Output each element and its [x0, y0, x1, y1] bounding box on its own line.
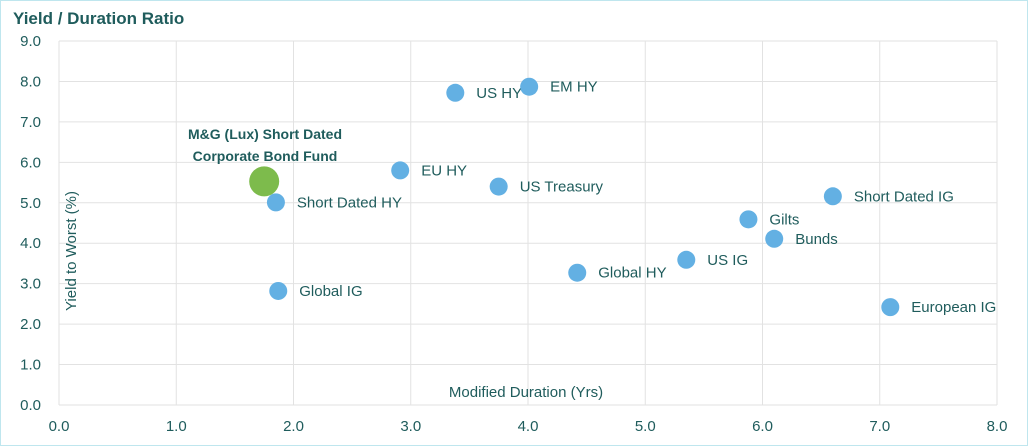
- x-axis-title: Modified Duration (Yrs): [449, 384, 603, 401]
- data-point-label: US Treasury: [520, 179, 604, 196]
- y-tick-label: 3.0: [20, 276, 41, 293]
- data-point: [677, 250, 696, 269]
- data-point: [446, 83, 465, 102]
- data-point-label: EM HY: [550, 79, 598, 96]
- x-tick-label: 8.0: [987, 418, 1008, 435]
- data-point-label: EU HY: [421, 162, 467, 179]
- data-point: [765, 229, 784, 248]
- data-point: [823, 187, 842, 206]
- y-tick-label: 5.0: [20, 195, 41, 212]
- data-point: [266, 193, 285, 212]
- highlight-point: [249, 166, 280, 197]
- data-point-label: Bunds: [795, 231, 838, 248]
- data-point: [520, 77, 539, 96]
- y-tick-label: 1.0: [20, 357, 41, 374]
- y-tick-label: 7.0: [20, 114, 41, 131]
- data-point-label: Global HY: [598, 265, 666, 282]
- data-point-label: US IG: [707, 252, 748, 269]
- data-point: [489, 177, 508, 196]
- chart-title: Yield / Duration Ratio: [13, 9, 185, 28]
- y-tick-label: 4.0: [20, 235, 41, 252]
- data-point-label: Short Dated IG: [854, 188, 954, 205]
- y-axis-title: Yield to Worst (%): [63, 191, 80, 311]
- x-tick-label: 1.0: [166, 418, 187, 435]
- y-tick-label: 6.0: [20, 154, 41, 171]
- y-tick-label: 0.0: [20, 397, 41, 414]
- data-point: [881, 298, 900, 317]
- highlight-label-line2: Corporate Bond Fund: [193, 148, 338, 164]
- data-point-label: US HY: [476, 85, 522, 102]
- x-tick-label: 0.0: [49, 418, 70, 435]
- data-point-label: Gilts: [769, 211, 799, 228]
- y-tick-label: 9.0: [20, 33, 41, 50]
- y-tick-label: 2.0: [20, 316, 41, 333]
- data-point: [391, 161, 410, 180]
- data-point-label: Global IG: [299, 283, 362, 300]
- x-tick-label: 2.0: [283, 418, 304, 435]
- y-tick-label: 8.0: [20, 73, 41, 90]
- data-point: [568, 263, 587, 282]
- x-tick-label: 3.0: [400, 418, 421, 435]
- data-point-label: Short Dated HY: [297, 194, 402, 211]
- x-tick-label: 4.0: [518, 418, 539, 435]
- data-point-label: European IG: [911, 299, 996, 316]
- highlight-label-line1: M&G (Lux) Short Dated: [188, 126, 342, 142]
- data-point: [739, 210, 758, 229]
- x-tick-label: 7.0: [869, 418, 890, 435]
- data-point: [269, 281, 288, 300]
- x-tick-label: 6.0: [752, 418, 773, 435]
- x-tick-label: 5.0: [635, 418, 656, 435]
